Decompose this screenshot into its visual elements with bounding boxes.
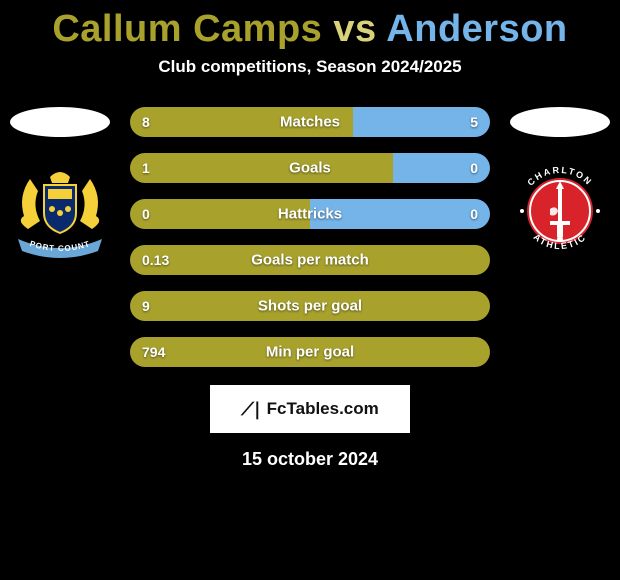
stat-label: Goals (289, 160, 331, 177)
stat-value-left: 1 (142, 160, 150, 176)
player1-name: Callum Camps (52, 8, 322, 50)
stat-value-left: 0 (142, 206, 150, 222)
stat-label: Min per goal (266, 344, 354, 361)
stat-value-left: 0.13 (142, 252, 169, 268)
stat-bar: 1 0 Goals (130, 153, 490, 183)
player2-side: CHARLTON ATHLETIC (500, 107, 620, 261)
stat-bar: 0.13 Goals per match (130, 245, 490, 275)
stat-label: Shots per goal (258, 298, 362, 315)
stat-value-right: 0 (470, 160, 478, 176)
player1-avatar (10, 107, 110, 137)
date-label: 15 october 2024 (0, 449, 620, 470)
stat-bar: 9 Shots per goal (130, 291, 490, 321)
stat-bar: 794 Min per goal (130, 337, 490, 367)
brand-icon: ⟋| (241, 399, 260, 420)
player2-club-logo: CHARLTON ATHLETIC (510, 161, 610, 261)
stat-value-left: 794 (142, 344, 165, 360)
stat-bars: 8 5 Matches 1 0 Goals 0 0 Hattricks 0.13 Goals per… (130, 107, 490, 367)
stat-value-right: 0 (470, 206, 478, 222)
player1-club-logo: PORT COUNT (10, 161, 110, 261)
stat-label: Matches (280, 114, 340, 131)
comparison-content: PORT COUNT CHARLTON ATHLETIC 85Matche (0, 107, 620, 470)
page-title: Callum Camps vs Anderson (0, 0, 620, 51)
stat-label: Hattricks (278, 206, 342, 223)
stat-label: Goals per match (251, 252, 369, 269)
brand-text: FcTables.com (267, 399, 379, 419)
stat-bar: 0 0 Hattricks (130, 199, 490, 229)
stat-value-right: 5 (470, 114, 478, 130)
stat-bar-left-fill (130, 153, 393, 183)
player2-avatar (510, 107, 610, 137)
player2-name: Anderson (386, 8, 567, 50)
subtitle: Club competitions, Season 2024/2025 (0, 57, 620, 77)
brand-box: ⟋| FcTables.com (210, 385, 410, 433)
player1-side: PORT COUNT (0, 107, 120, 261)
stat-value-left: 9 (142, 298, 150, 314)
stat-bar: 8 5 Matches (130, 107, 490, 137)
stat-value-left: 8 (142, 114, 150, 130)
vs-label: vs (333, 8, 376, 50)
